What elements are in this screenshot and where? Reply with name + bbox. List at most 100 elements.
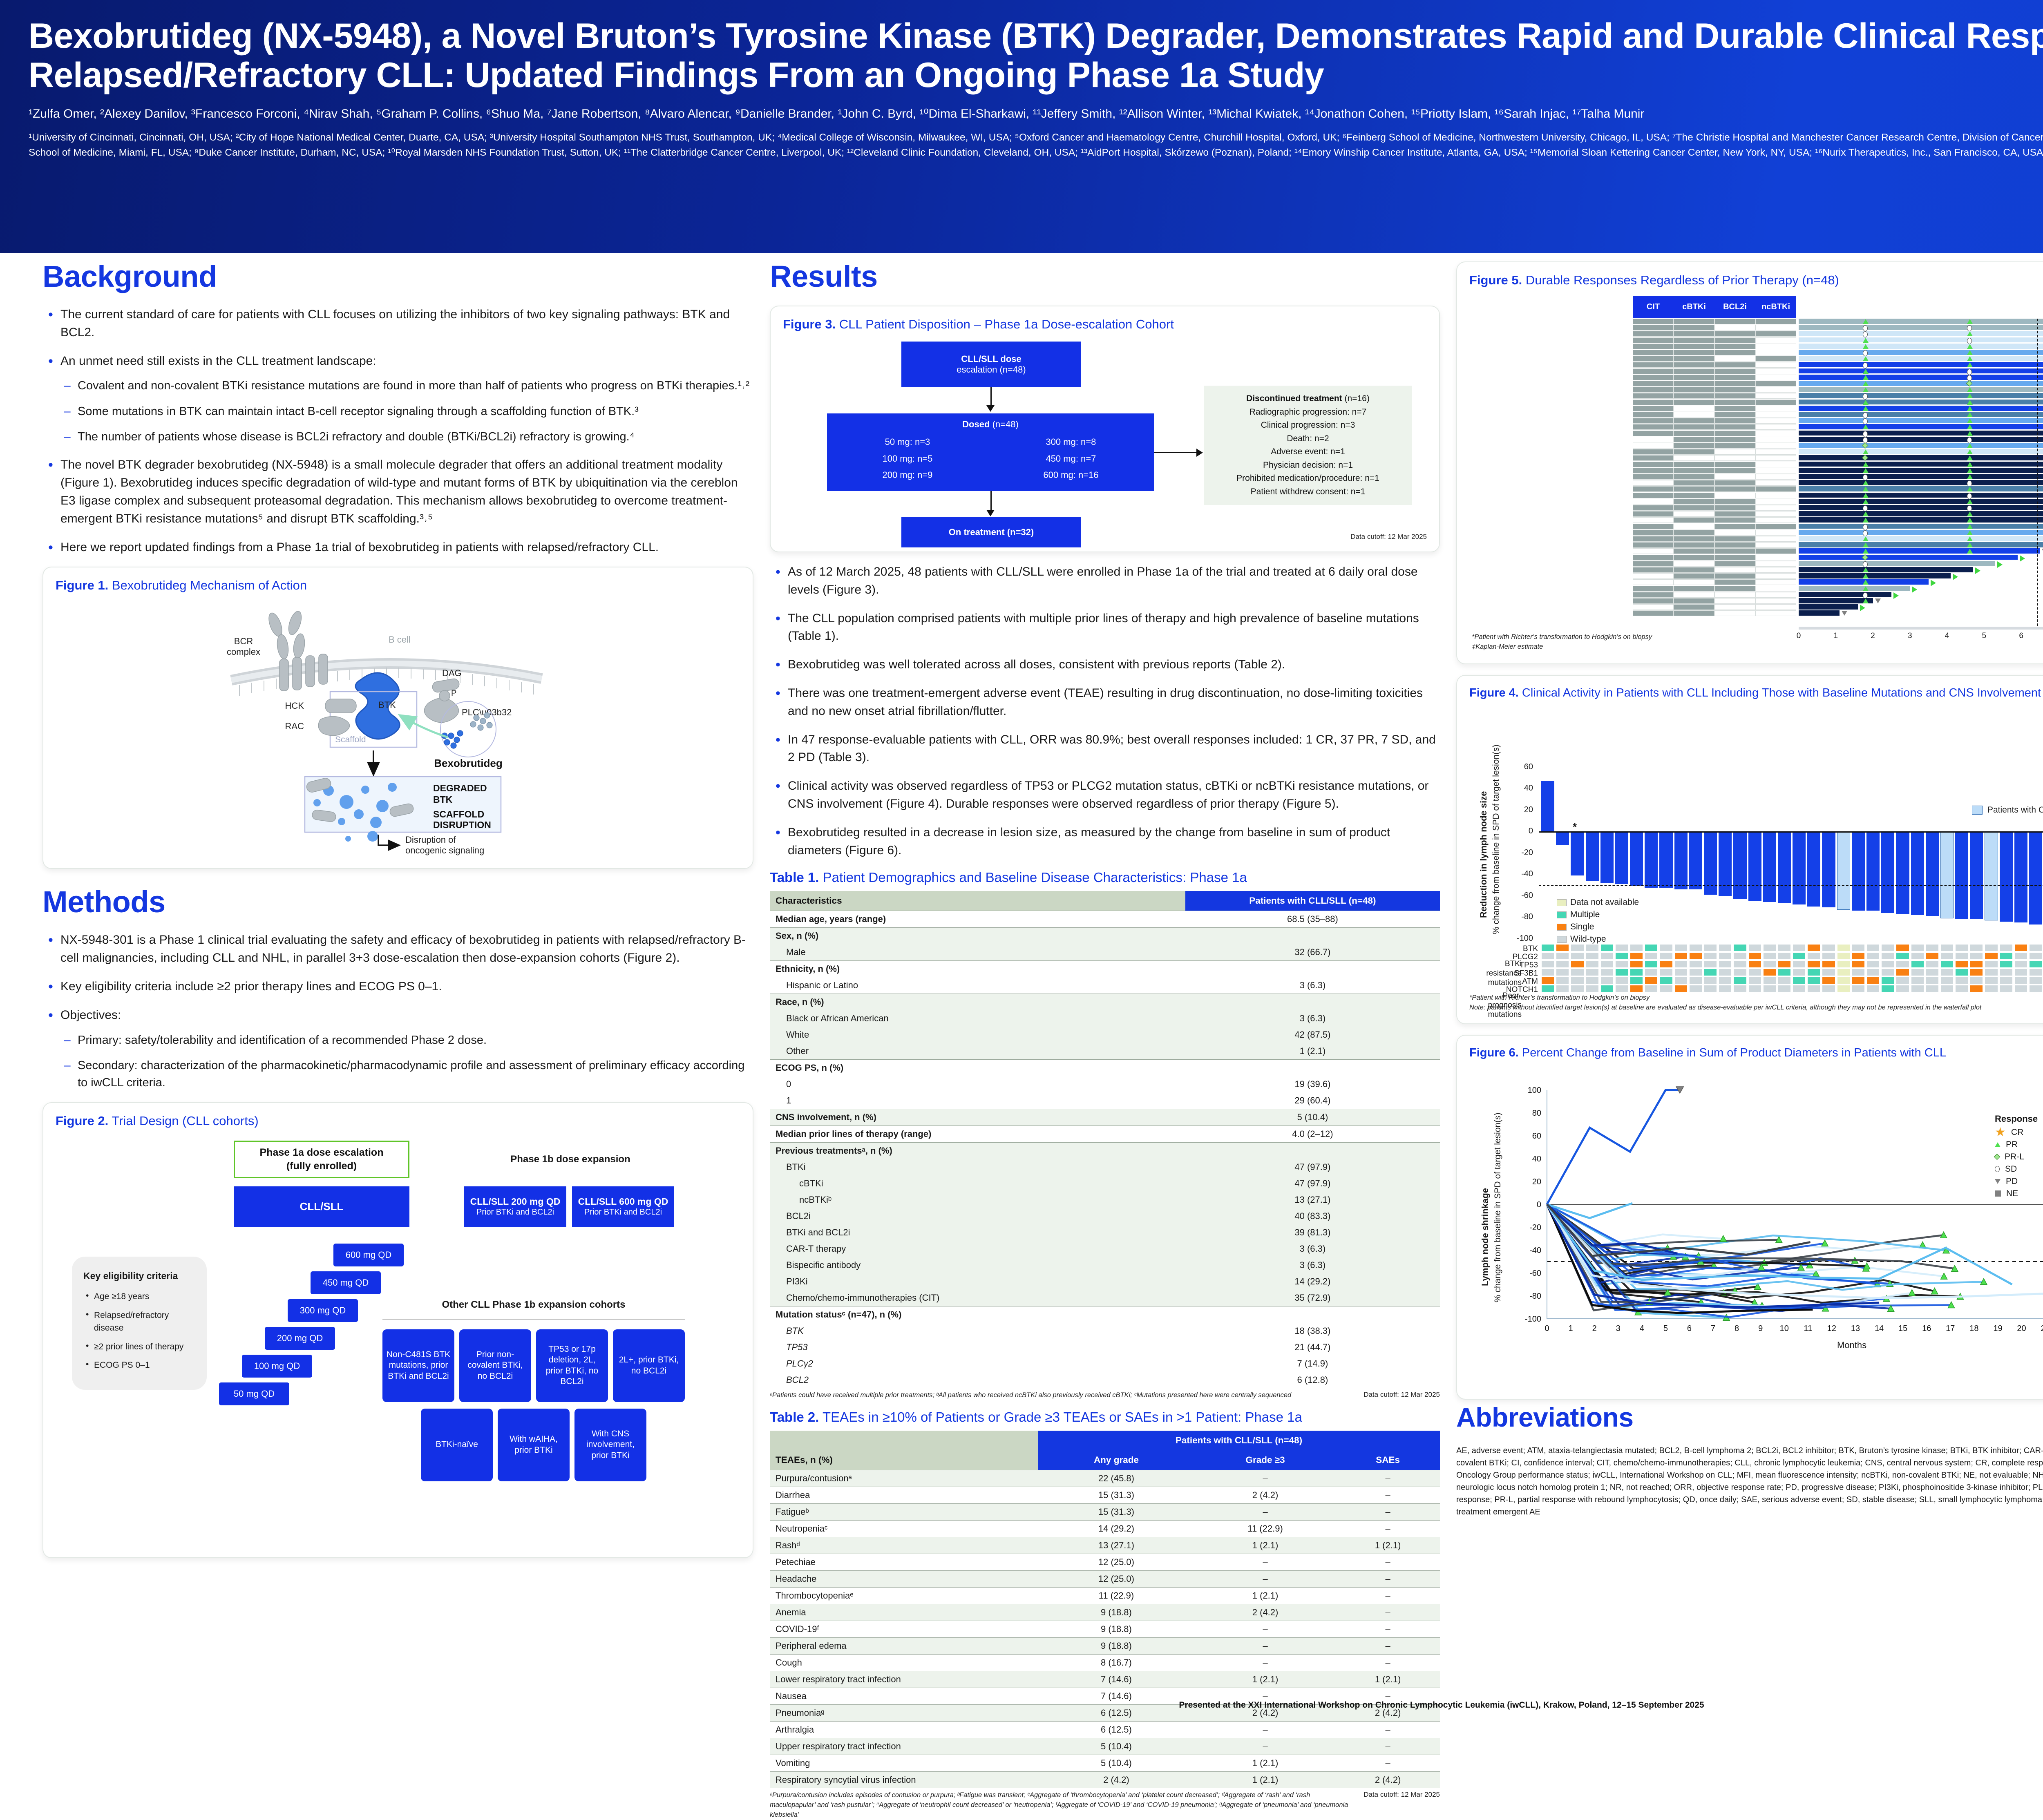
spider-line bbox=[1546, 1204, 2043, 1299]
prior-therapy-cell bbox=[1755, 592, 1796, 598]
response-legend-row: SD bbox=[1995, 1164, 2038, 1174]
pr-marker bbox=[1754, 1282, 1761, 1290]
prior-therapy-cell bbox=[1755, 467, 1796, 473]
list-item: Covalent and non-covalent BTKi resistanc… bbox=[60, 377, 753, 395]
prior-therapy-cell bbox=[1633, 592, 1674, 598]
table-cell-label: Cough bbox=[770, 1654, 1038, 1671]
mutation-cell bbox=[1704, 977, 1717, 984]
mutation-cell bbox=[2029, 944, 2043, 951]
mutation-cell bbox=[1777, 944, 1791, 951]
mutation-cell bbox=[1777, 960, 1791, 968]
mutation-cell bbox=[1822, 944, 1835, 951]
prior-therapy-cell bbox=[1674, 356, 1714, 362]
mutation-cell bbox=[1719, 944, 1732, 951]
prior-therapy-cell bbox=[1633, 412, 1674, 418]
table-header-row: Characteristics Patients with CLL/SLL (n… bbox=[770, 891, 1440, 911]
axis-tick: 60 bbox=[1524, 762, 1533, 771]
diamond-icon bbox=[1994, 1154, 2001, 1160]
section-heading-results: Results bbox=[770, 259, 878, 293]
prior-therapy-cell bbox=[1674, 449, 1714, 455]
table-cell-value: 6 (12.8) bbox=[1297, 1375, 1328, 1385]
pd-marker bbox=[1675, 1086, 1684, 1094]
prior-therapy-cell bbox=[1633, 567, 1674, 573]
axis-tick: -100 bbox=[1516, 933, 1533, 943]
expansion-cohort-600: CLL/SLL 600 mg QD Prior BTKi and BCL2i bbox=[572, 1186, 674, 1227]
table-cell-label: Other bbox=[770, 1043, 1185, 1060]
axis-tick: 20 bbox=[2017, 1324, 2026, 1333]
dose-chip-50: 50 mg QD bbox=[219, 1382, 289, 1405]
table-row: BTKi and BCL2i 39 (81.3) bbox=[770, 1224, 1440, 1241]
swimmer-bar bbox=[1799, 399, 2043, 405]
disc-item-6: Prohibited medication/procedure: n=1 bbox=[1236, 473, 1379, 483]
table-cell-value: 18 (38.3) bbox=[1294, 1326, 1331, 1336]
mutation-cell bbox=[1866, 944, 1880, 951]
mutation-cell bbox=[1793, 969, 1806, 976]
swimmer-prior-therapy-header: CIT cBTKi BCL2i ncBTKi bbox=[1633, 296, 1796, 318]
waterfall-bar bbox=[1940, 831, 1954, 918]
ongoing-marker bbox=[1975, 567, 1980, 574]
swimmer-bar bbox=[1799, 561, 1996, 566]
dose-chip-100: 100 mg QD bbox=[242, 1354, 312, 1378]
flow-arrow-3 bbox=[990, 491, 992, 511]
table-row: PI3Ki 14 (29.2) bbox=[770, 1273, 1440, 1290]
response-marker bbox=[1967, 524, 1973, 529]
response-marker bbox=[1967, 356, 1973, 362]
col-cit: CIT bbox=[1646, 302, 1660, 311]
pr-marker bbox=[1664, 1288, 1672, 1296]
prior-therapy-cell bbox=[1755, 561, 1796, 567]
cohort-box-4: 2L+, prior BTKi, no BCL2i bbox=[613, 1329, 685, 1402]
mutation-cell bbox=[1881, 977, 1895, 984]
figure-5-swimmer-plot: CIT cBTKi BCL2i ncBTKi 01234567891011121… bbox=[1469, 293, 2043, 653]
prior-therapy-cell bbox=[1674, 610, 1714, 616]
prior-therapy-cell bbox=[1714, 356, 1755, 362]
response-marker bbox=[1863, 493, 1869, 498]
prior-therapy-cell bbox=[1674, 393, 1714, 399]
prior-therapy-cell bbox=[1714, 467, 1755, 473]
mutation-cell bbox=[1674, 952, 1688, 960]
response-marker bbox=[1863, 567, 1869, 572]
axis-tick: -80 bbox=[1529, 1292, 1541, 1301]
poster-footer: Presented at the XXI International Works… bbox=[1179, 1700, 1704, 1710]
flow-on-treatment-label: On treatment (n=32) bbox=[948, 527, 1034, 537]
flow-box-dosed: Dosed (n=48) 50 mg: n=3 100 mg: n=5 200 … bbox=[827, 413, 1154, 491]
swimmer-bar bbox=[1799, 319, 2043, 324]
disc-item-5: Physician decision: n=1 bbox=[1263, 460, 1353, 470]
prior-therapy-cell bbox=[1633, 554, 1674, 561]
table-cell-label: TP53 bbox=[786, 1342, 808, 1353]
axis-tick: 16 bbox=[1922, 1324, 1931, 1333]
response-marker bbox=[1967, 456, 1973, 461]
prior-therapy-cell bbox=[1755, 430, 1796, 436]
mutation-cell bbox=[1999, 977, 2013, 984]
table-cell-label: BTKi and BCL2i bbox=[770, 1224, 1185, 1241]
mutation-cell bbox=[2014, 977, 2027, 984]
figure-5-footnotes: *Patient with Richter’s transformation t… bbox=[1472, 632, 1790, 652]
dose-50: 50 mg: n=3 bbox=[885, 437, 930, 447]
mutation-cell bbox=[2029, 977, 2043, 984]
mutation-cell bbox=[1777, 952, 1791, 960]
prior-therapy-cell bbox=[1674, 573, 1714, 579]
table-cell-value: – bbox=[1336, 1503, 1440, 1521]
mutation-cell bbox=[1733, 969, 1747, 976]
flow-enrolled-sub: escalation (n=48) bbox=[957, 364, 1026, 375]
cohort-box-2: Prior non-covalent BTKi, no BCL2i bbox=[459, 1329, 531, 1402]
mutation-cell bbox=[1793, 944, 1806, 951]
prior-therapy-cell bbox=[1714, 374, 1755, 380]
list-item: An unmet need still exists in the CLL tr… bbox=[42, 351, 753, 446]
mutation-cell bbox=[1704, 944, 1717, 951]
mutation-cell bbox=[1763, 944, 1776, 951]
mutation-cell bbox=[1837, 977, 1850, 984]
table-cell-value bbox=[1185, 994, 1440, 1011]
divider bbox=[382, 1318, 685, 1320]
prior-therapy-cell bbox=[1755, 356, 1796, 362]
mutation-cell bbox=[1689, 944, 1702, 951]
methods-objectives: Primary: safety/tolerability and identif… bbox=[60, 1031, 753, 1092]
swimmer-bar bbox=[1799, 393, 2043, 399]
svg-text:Disruption of: Disruption of bbox=[405, 835, 456, 845]
table-cell-label: Sex, n (%) bbox=[770, 927, 1185, 945]
mutation-cell bbox=[1793, 977, 1806, 984]
prior-therapy-cell bbox=[1714, 554, 1755, 561]
prior-therapy-cell bbox=[1714, 381, 1755, 386]
mutation-cell bbox=[1719, 977, 1732, 984]
swimmer-axis bbox=[1799, 627, 2043, 630]
col-cbtki: cBTKi bbox=[1682, 302, 1706, 311]
